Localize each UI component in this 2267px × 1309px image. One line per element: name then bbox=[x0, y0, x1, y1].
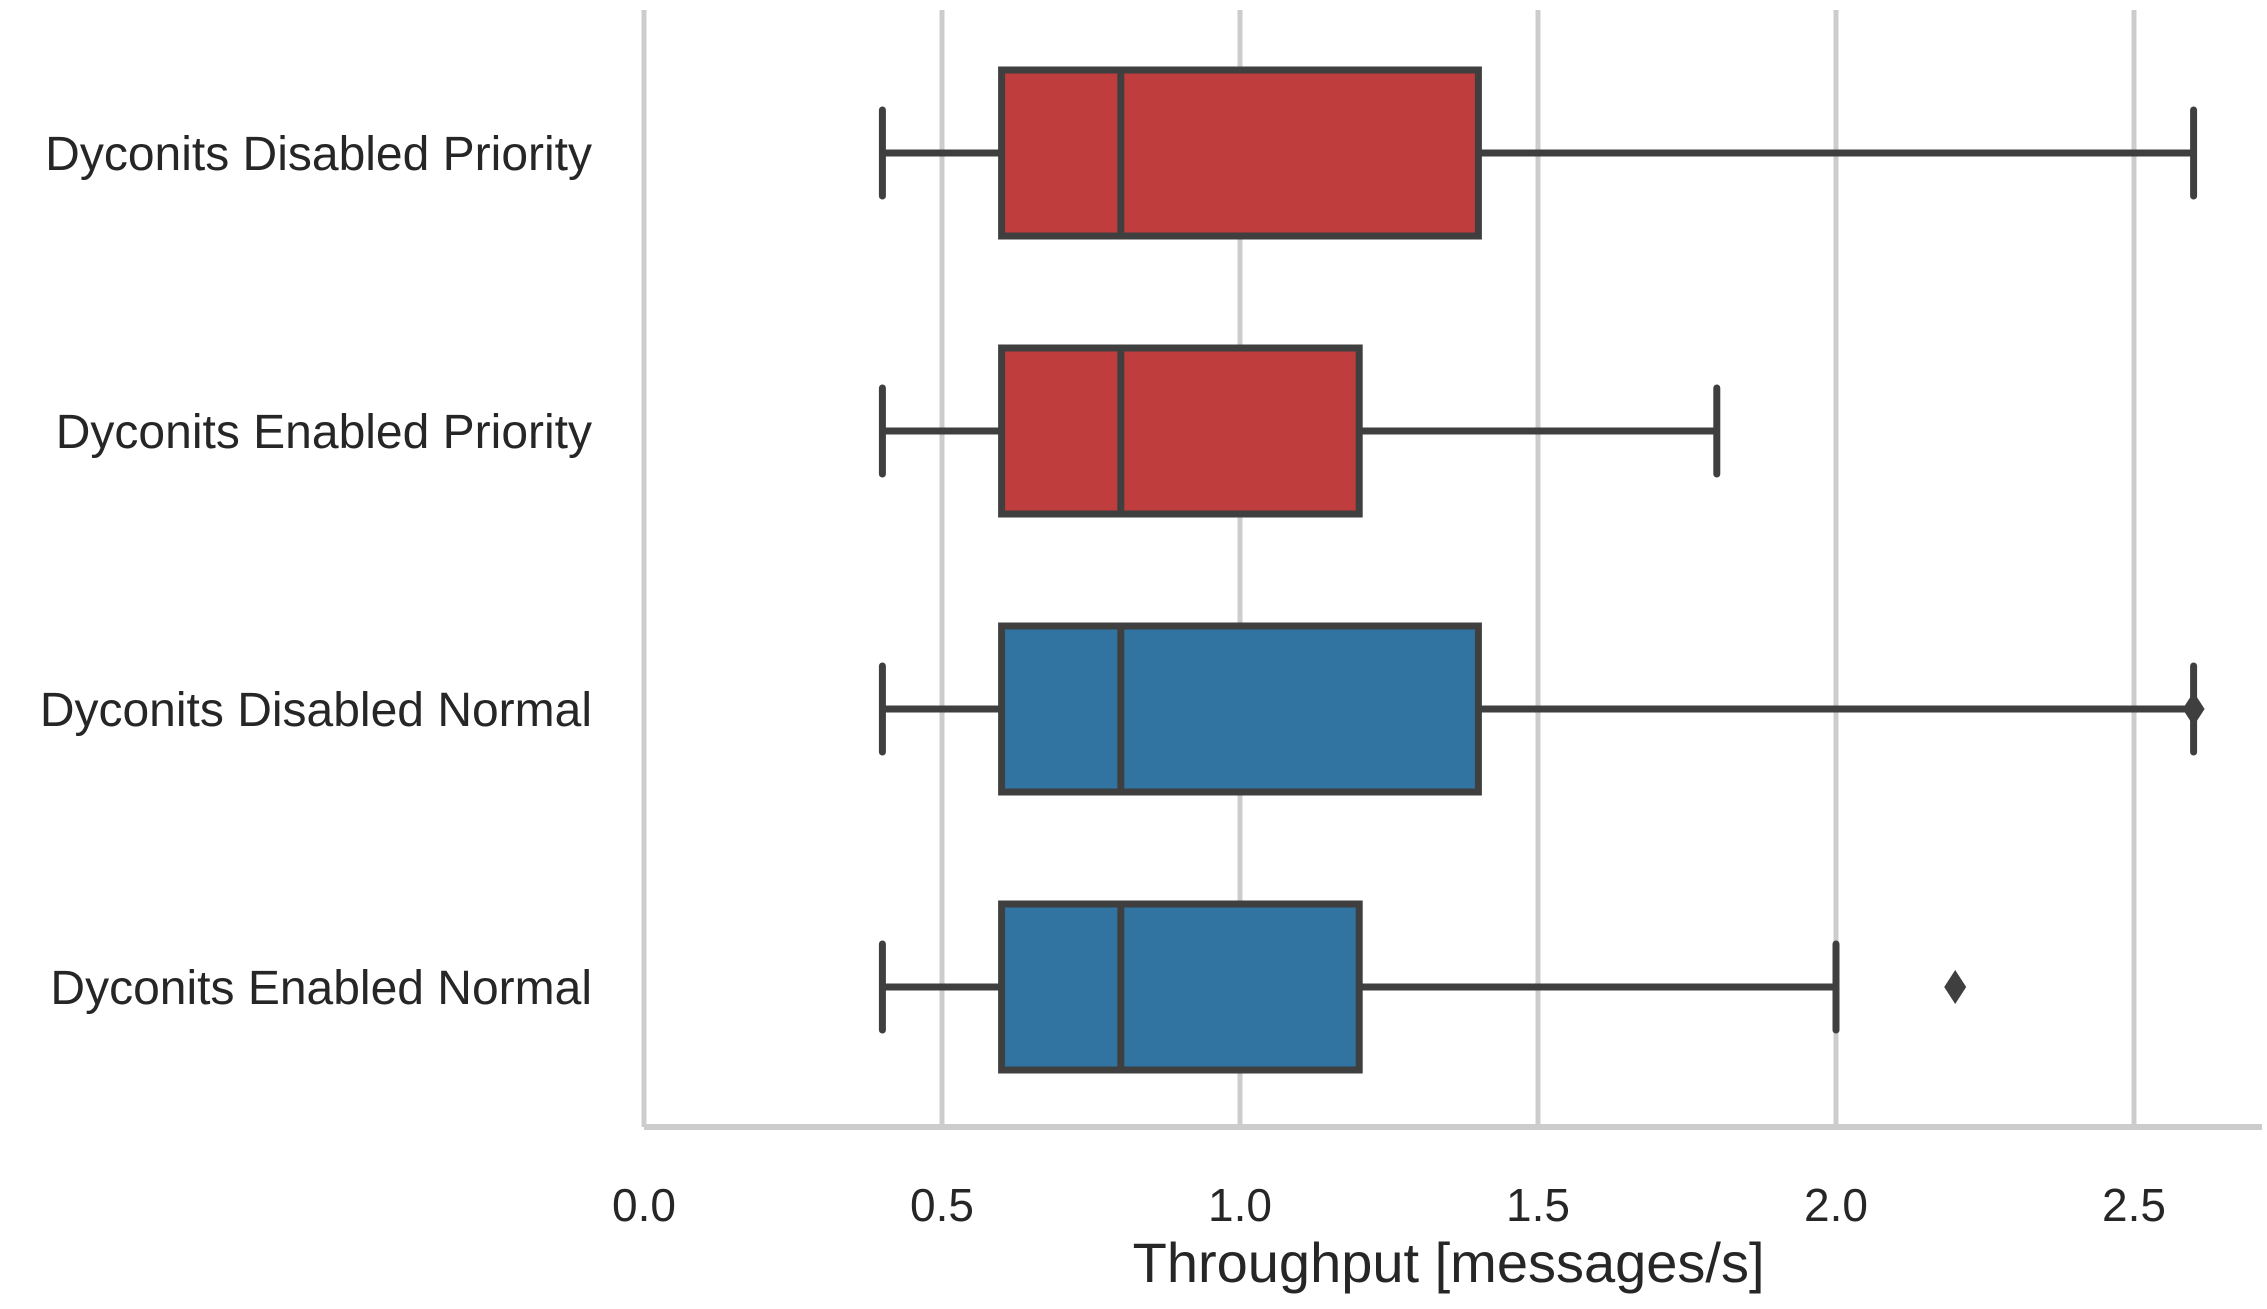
category-label: Dyconits Disabled Priority bbox=[45, 128, 592, 181]
box-2 bbox=[878, 622, 2205, 796]
x-axis-title: Throughput [messages/s] bbox=[1133, 1231, 1765, 1294]
x-tick-label: 2.0 bbox=[1804, 1179, 1868, 1231]
category-labels: Dyconits Disabled Priority Dyconits Enabl… bbox=[40, 128, 592, 1015]
x-tick-label: 0.0 bbox=[612, 1179, 676, 1231]
outlier-point bbox=[1944, 970, 1967, 1004]
box-series bbox=[878, 66, 2205, 1074]
box-body bbox=[998, 622, 1482, 796]
box-body bbox=[998, 66, 1482, 240]
category-label: Dyconits Enabled Normal bbox=[50, 962, 592, 1015]
x-tick-label: 0.5 bbox=[910, 1179, 974, 1231]
box-3 bbox=[878, 900, 1967, 1074]
x-tick-label: 1.5 bbox=[1506, 1179, 1570, 1231]
x-tick-label: 2.5 bbox=[2102, 1179, 2166, 1231]
x-tick-labels: 0.0 0.5 1.0 1.5 2.0 2.5 bbox=[612, 1179, 2166, 1231]
box-1 bbox=[878, 344, 1721, 518]
outlier-point bbox=[2182, 692, 2205, 726]
category-label: Dyconits Disabled Normal bbox=[40, 684, 592, 737]
category-label: Dyconits Enabled Priority bbox=[56, 406, 592, 459]
box-body bbox=[998, 344, 1363, 518]
box-body bbox=[998, 900, 1363, 1074]
x-tick-label: 1.0 bbox=[1208, 1179, 1272, 1231]
box-0 bbox=[878, 66, 2198, 240]
